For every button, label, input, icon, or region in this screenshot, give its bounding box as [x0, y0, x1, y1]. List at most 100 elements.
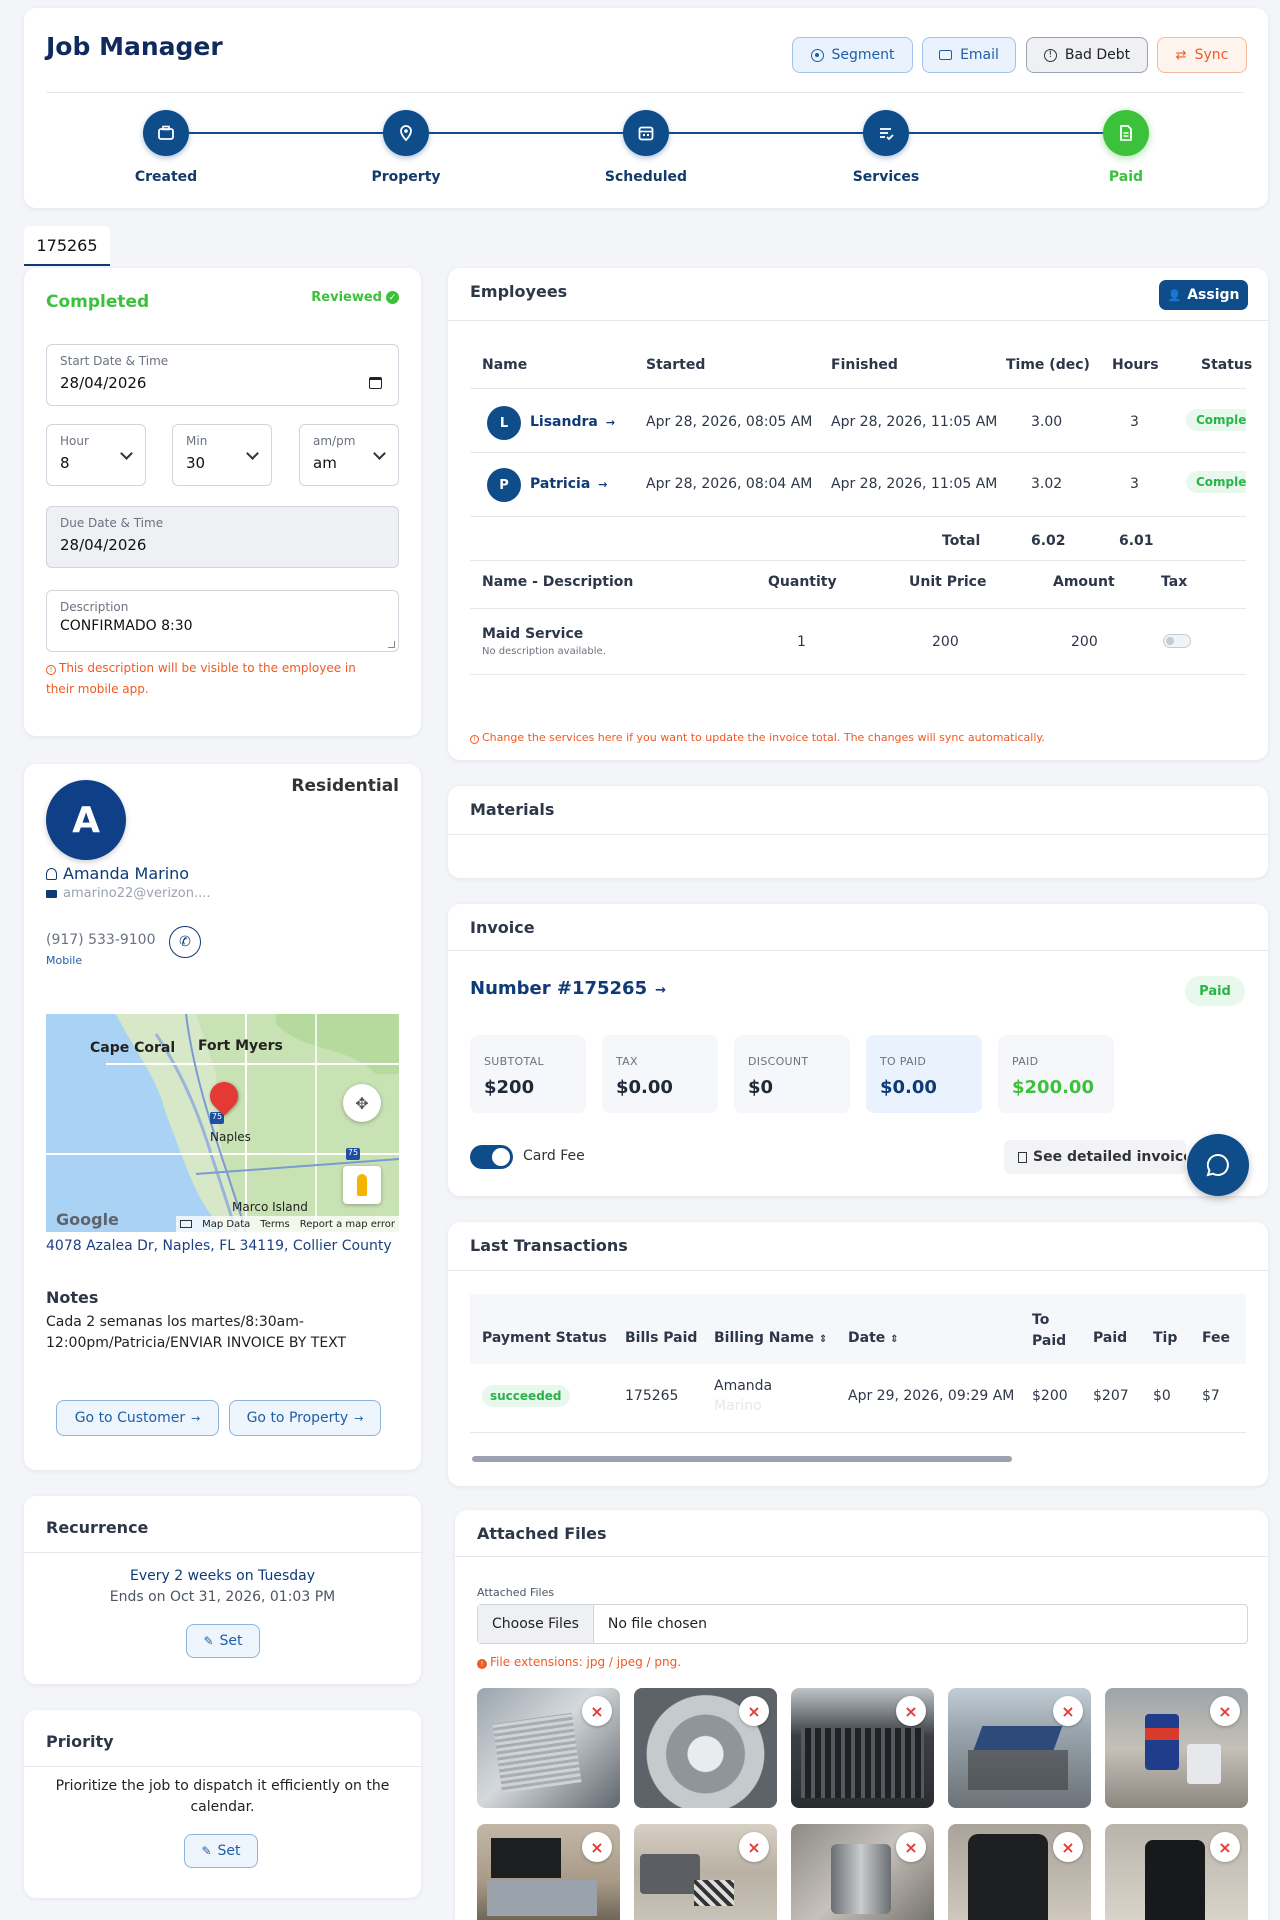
calendar-icon[interactable] [369, 377, 382, 389]
employee-name: Patricia [530, 476, 591, 492]
check-circle-icon: ✓ [386, 291, 399, 304]
recurrence-frequency: Every 2 weeks on Tuesday [130, 1568, 315, 1584]
go-to-customer-label: Go to Customer [74, 1410, 186, 1426]
col-name: Name [482, 357, 528, 373]
hour-select[interactable]: Hour 8 [46, 424, 146, 486]
street-view-pegman-icon[interactable] [343, 1166, 381, 1204]
horizontal-scrollbar[interactable] [472, 1456, 1012, 1462]
bad-debt-button[interactable]: ! Bad Debt [1026, 37, 1148, 73]
col-date[interactable]: Date ⇕ [848, 1330, 899, 1346]
remove-photo-button[interactable]: × [1210, 1832, 1240, 1862]
chat-fab[interactable] [1187, 1134, 1249, 1196]
go-to-property-button[interactable]: Go to Property → [229, 1400, 381, 1436]
set-recurrence-button[interactable]: ✎ Set [186, 1624, 260, 1658]
sort-icon: ⇕ [890, 1334, 899, 1345]
choose-files-button[interactable]: Choose Files [478, 1605, 594, 1643]
property-map[interactable]: Cape Coral Fort Myers Naples Marco Islan… [46, 1014, 399, 1232]
map-terms-link[interactable]: Terms [260, 1218, 290, 1230]
file-input-status: No file chosen [607, 1616, 708, 1632]
step-label: Paid [1108, 169, 1144, 185]
employee-link[interactable]: Patricia → [530, 476, 608, 492]
remove-photo-button[interactable]: × [739, 1696, 769, 1726]
invoice-title: Invoice [470, 918, 535, 937]
set-priority-button[interactable]: ✎ Set [184, 1834, 258, 1868]
remove-photo-button[interactable]: × [1210, 1696, 1240, 1726]
attached-photo[interactable]: × [477, 1688, 620, 1808]
total-time-dec: 6.02 [1031, 533, 1066, 549]
sort-icon: ⇕ [818, 1334, 828, 1345]
attached-photo[interactable]: × [948, 1824, 1091, 1920]
tile-label: PAID [1012, 1055, 1039, 1068]
transactions-title: Last Transactions [470, 1236, 628, 1255]
go-to-customer-button[interactable]: Go to Customer → [56, 1400, 219, 1436]
keyboard-icon[interactable] [180, 1220, 193, 1228]
resize-handle-icon[interactable] [388, 641, 395, 648]
map-data-link[interactable]: Map Data [202, 1218, 251, 1230]
see-detailed-invoice-button[interactable]: See detailed invoice r [1004, 1140, 1186, 1174]
col-payment-status: Payment Status [482, 1330, 607, 1346]
map-report-link[interactable]: Report a map error [299, 1218, 395, 1230]
divider [470, 452, 1246, 453]
remove-photo-button[interactable]: × [739, 1832, 769, 1862]
job-status: Completed [46, 292, 150, 312]
remove-photo-button[interactable]: × [582, 1696, 612, 1726]
job-tab[interactable]: 175265 [24, 226, 110, 266]
tax-toggle[interactable] [1163, 634, 1191, 648]
attached-photo[interactable]: × [1105, 1688, 1248, 1808]
customer-email: amarino22@verizon.... [46, 886, 210, 901]
divider [470, 516, 1246, 517]
col-time-dec: Time (dec) [1006, 357, 1090, 373]
attached-photo[interactable]: × [948, 1688, 1091, 1808]
start-date-label: Start Date & Time [60, 354, 169, 368]
warning-icon: ! [470, 735, 479, 744]
step-services[interactable]: Services [816, 110, 956, 185]
call-button[interactable]: ✆ [169, 926, 201, 958]
assign-button[interactable]: 👤 Assign [1159, 280, 1248, 310]
col-to-paid: To Paid [1032, 1312, 1067, 1349]
service-amount: 200 [1071, 634, 1098, 650]
start-date-field[interactable]: Start Date & Time 28/04/2026 [46, 344, 399, 406]
attached-photo[interactable]: × [634, 1824, 777, 1920]
description-field[interactable]: Description CONFIRMADO 8:30 [46, 590, 399, 652]
ampm-select[interactable]: am/pm am [299, 424, 399, 486]
attached-photo[interactable]: × [791, 1688, 934, 1808]
invoice-number-link[interactable]: Number #175265 → [470, 978, 666, 999]
remove-photo-button[interactable]: × [896, 1696, 926, 1726]
map-city-label: Fort Myers [198, 1038, 283, 1054]
arrow-right-icon: → [354, 1411, 364, 1425]
remove-photo-button[interactable]: × [896, 1832, 926, 1862]
remove-photo-button[interactable]: × [1053, 1696, 1083, 1726]
segment-label: Segment [831, 47, 895, 63]
divider [24, 1766, 421, 1767]
employee-link[interactable]: Lisandra → [530, 414, 615, 430]
invoice-status-badge: Paid [1185, 976, 1245, 1006]
map-city-label: Cape Coral [90, 1040, 176, 1056]
file-input[interactable]: Choose Files No file chosen [477, 1604, 1248, 1644]
list-check-icon [863, 110, 909, 156]
services-warning-text: Change the services here if you want to … [482, 731, 1045, 744]
remove-photo-button[interactable]: × [1053, 1832, 1083, 1862]
property-address[interactable]: 4078 Azalea Dr, Naples, FL 34119, Collie… [46, 1238, 392, 1254]
attached-photo[interactable]: × [477, 1824, 620, 1920]
attached-photo[interactable]: × [1105, 1824, 1248, 1920]
email-button[interactable]: Email [922, 37, 1016, 73]
step-property[interactable]: Property [336, 110, 476, 185]
minute-select[interactable]: Min 30 [172, 424, 272, 486]
card-fee-toggle[interactable] [470, 1145, 513, 1169]
step-label: Services [852, 169, 920, 185]
remove-photo-button[interactable]: × [582, 1832, 612, 1862]
segment-button[interactable]: Segment [792, 37, 913, 73]
status-badge: Complete [1186, 409, 1246, 435]
attached-photo[interactable]: × [634, 1688, 777, 1808]
col-billing-name[interactable]: Billing Name ⇕ [714, 1330, 827, 1346]
user-icon [46, 867, 57, 880]
chevron-down-icon [246, 447, 259, 460]
attached-photo[interactable]: × [791, 1824, 934, 1920]
step-paid[interactable]: Paid [1056, 110, 1196, 185]
status-badge: Complete [1186, 471, 1246, 497]
step-scheduled[interactable]: Scheduled [576, 110, 716, 185]
map-recenter-button[interactable]: ✥ [343, 1084, 381, 1122]
step-created[interactable]: Created [96, 110, 236, 185]
service-name: Maid Service [482, 626, 584, 642]
sync-button[interactable]: ⇄ Sync [1157, 37, 1247, 73]
